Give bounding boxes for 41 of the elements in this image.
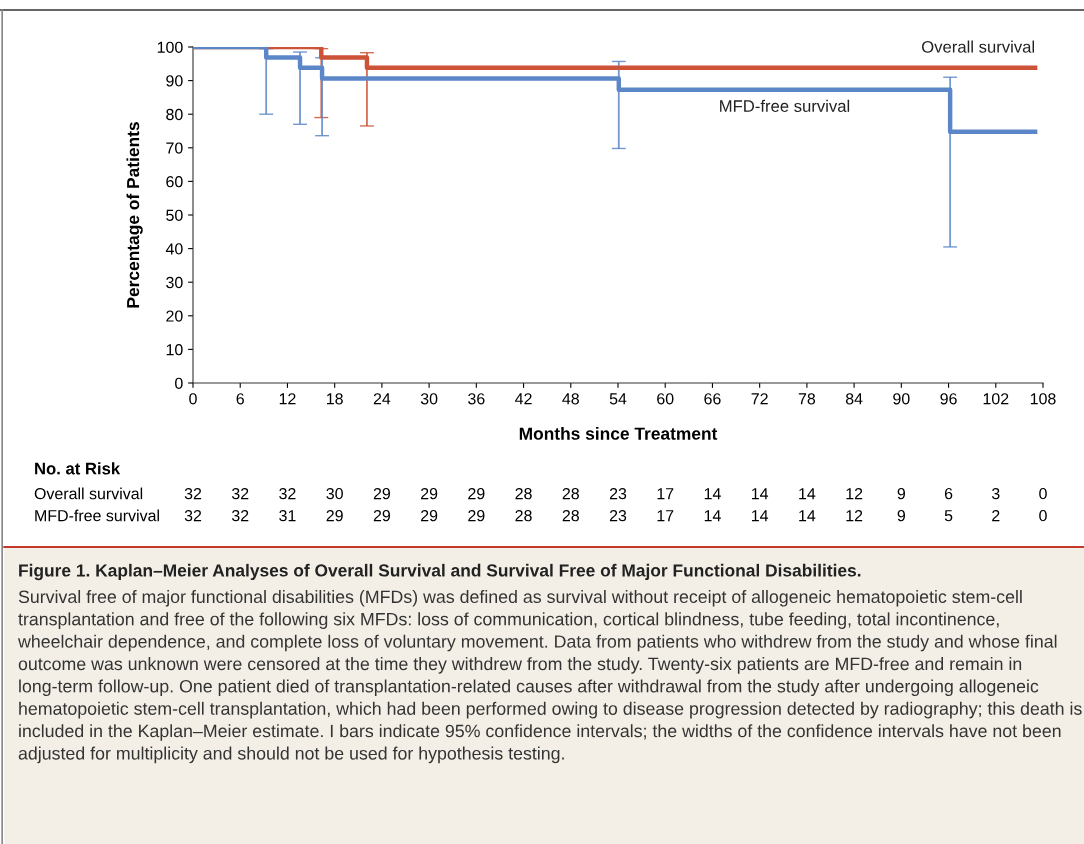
text: Survival free of major functional disabilities (MFDs) was defined as survival without receipt of allogeneic hematopoietic stem-cell transplantation and free of the following six MFDs: loss of communication, cortical blindness, tube feeding, total incontinence, wheelchair dependence, and complete loss of voluntary movement. Data from patients who withdrew from the study and whose final outcome was unknown were censored at the time they withdrew from the study. Twenty-six patients are MFD-free and remain in long-term follow-up. One patient died of transplantation-related causes after withdrawal from the study after undergoing allogeneic hematopoietic stem-cell transplantation, which had been performed owing to disease progression detected by radiography; this death is included in the Kaplan–Meier estimate. I bars indicate 95% confidence intervals; the widths of the confidence intervals have not been adjusted for multiplicity and should not be used for hypothesis testing. xyxy=(17,590,1082,764)
x-tick-label: 66 xyxy=(704,393,721,405)
x-tick-label: 0 xyxy=(189,393,197,405)
x-axis-title: Months since Treatment xyxy=(519,427,718,440)
series-label: Overall survival xyxy=(922,40,1035,53)
y-tick-label: 10 xyxy=(166,344,183,356)
y-tick-label: 60 xyxy=(166,176,183,188)
y-axis-title: Percentage of Patients xyxy=(126,122,143,308)
text: Figure 1. Kaplan–Meier Analyses of Overall Survival and Survival Free of Major Functional Disabilities. xyxy=(19,563,861,581)
text: MFD-free survival xyxy=(35,509,159,522)
y-tick-label: 80 xyxy=(166,108,183,121)
x-tick-label: 48 xyxy=(562,393,579,405)
x-tick-label: 54 xyxy=(609,393,627,405)
y-tick-label: 40 xyxy=(165,243,183,255)
y-tick-label: 30 xyxy=(166,276,183,289)
x-tick-label: 72 xyxy=(751,393,768,405)
x-tick-label: 108 xyxy=(1030,393,1056,405)
x-tick-label: 6 xyxy=(236,393,244,405)
text: 32 32 32 30 29 29 29 28 28 23 17 14 14 14 12 9 6 3 0 xyxy=(184,487,1047,500)
x-tick-label: 30 xyxy=(420,393,438,405)
x-tick-label: 24 xyxy=(373,393,391,405)
x-tick-label: 102 xyxy=(983,393,1009,405)
y-tick-label: 50 xyxy=(166,209,183,221)
text: Overall survival xyxy=(34,487,143,500)
y-tick-label: 20 xyxy=(166,310,183,322)
text: 32 32 31 29 29 29 29 28 28 23 17 14 14 14 12 9 5 2 0 xyxy=(184,509,1047,522)
y-tick-label: 100 xyxy=(157,41,183,53)
x-tick-label: 18 xyxy=(327,393,343,405)
x-tick-label: 36 xyxy=(468,393,485,405)
text: No. at Risk xyxy=(35,462,121,475)
x-tick-label: 96 xyxy=(940,393,957,405)
x-tick-label: 90 xyxy=(893,393,910,405)
y-tick-label: 90 xyxy=(166,75,183,87)
series-label: MFD-free survival xyxy=(720,99,850,112)
x-tick-label: 84 xyxy=(845,393,863,405)
y-tick-label: 70 xyxy=(166,142,183,154)
x-tick-label: 12 xyxy=(279,393,296,405)
x-tick-label: 78 xyxy=(798,393,816,405)
x-tick-label: 60 xyxy=(657,393,674,405)
x-tick-label: 42 xyxy=(515,393,532,405)
y-tick-label: 0 xyxy=(175,377,183,389)
